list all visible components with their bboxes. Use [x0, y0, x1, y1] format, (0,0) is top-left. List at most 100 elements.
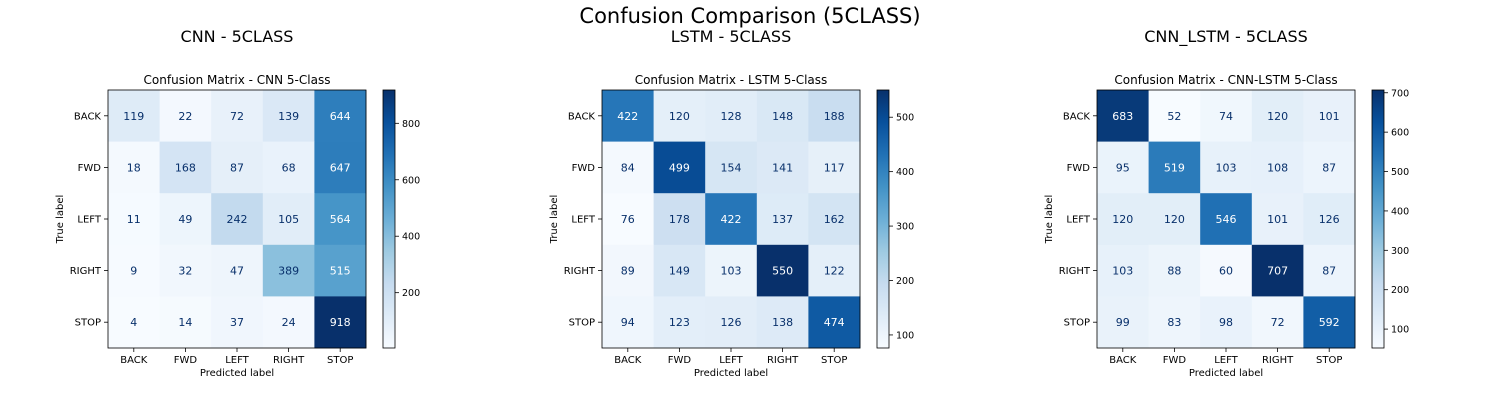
cell-value: 99: [1116, 316, 1130, 329]
colorbar-tick-label: 400: [896, 167, 914, 178]
heatmap-cell: [314, 193, 367, 246]
cell-value: 103: [1112, 265, 1133, 278]
heatmap-cell: [262, 90, 315, 142]
cell-value: 499: [669, 161, 690, 174]
heatmap-cell: [808, 141, 861, 194]
cell-value: 95: [1116, 161, 1130, 174]
heatmap-cell: [1200, 193, 1253, 246]
cell-value: 103: [1216, 161, 1237, 174]
y-tick-label: STOP: [75, 318, 101, 329]
heatmap-cell: [1303, 244, 1356, 297]
x-axis-label: Predicted label: [694, 368, 768, 379]
heatmap-cell: [602, 244, 654, 297]
cell-value: 72: [230, 110, 244, 123]
y-tick-label: BACK: [1063, 111, 1091, 122]
matrix-title: Confusion Matrix - CNN 5-Class: [144, 73, 331, 87]
cell-value: 94: [621, 316, 635, 329]
heatmap-cell: [1251, 296, 1304, 349]
cell-value: 422: [617, 110, 638, 123]
cell-value: 123: [669, 316, 690, 329]
colorbar-tick-label: 700: [1391, 88, 1409, 99]
heatmap-cell: [314, 90, 367, 142]
heatmap-cell: [1303, 193, 1356, 246]
x-axis-label: Predicted label: [1189, 368, 1263, 379]
cell-value: 162: [824, 213, 845, 226]
colorbar-tick-label: 200: [896, 276, 914, 287]
y-tick-label: STOP: [1064, 318, 1090, 329]
y-axis-label: True label: [549, 195, 560, 245]
cell-value: 4: [130, 316, 137, 329]
cell-value: 87: [1322, 161, 1336, 174]
cell-value: 83: [1167, 316, 1181, 329]
cell-value: 122: [824, 265, 845, 278]
cell-value: 515: [330, 265, 351, 278]
cell-value: 101: [1267, 213, 1288, 226]
y-tick-label: RIGHT: [70, 266, 102, 277]
cell-value: 546: [1216, 213, 1237, 226]
cell-value: 168: [175, 161, 196, 174]
colorbar-tick-label: 600: [1391, 128, 1409, 139]
cell-value: 24: [282, 316, 296, 329]
heatmap-cell: [211, 193, 264, 246]
x-tick-label: STOP: [1316, 355, 1342, 366]
cell-value: 9: [130, 265, 137, 278]
heatmap-cell: [1303, 90, 1356, 142]
y-tick-label: LEFT: [571, 215, 595, 226]
cell-value: 474: [824, 316, 845, 329]
matrix-title: Confusion Matrix - LSTM 5-Class: [635, 73, 828, 87]
panel-title: CNN_LSTM - 5CLASS: [1144, 27, 1308, 47]
heatmap-cell: [1148, 244, 1201, 297]
heatmap-cell: [1148, 141, 1201, 194]
heatmap-cell: [1097, 141, 1149, 194]
heatmap-cell: [756, 141, 809, 194]
x-tick-label: RIGHT: [1262, 355, 1294, 366]
figure-title: Confusion Comparison (5CLASS): [579, 4, 921, 28]
x-tick-label: FWD: [668, 355, 692, 366]
heatmap-cell: [1148, 193, 1201, 246]
heatmap-cell: [1200, 244, 1253, 297]
cell-value: 117: [824, 161, 845, 174]
cell-value: 120: [669, 110, 690, 123]
heatmap-cell: [653, 244, 706, 297]
heatmap-cell: [314, 244, 367, 297]
cell-value: 148: [772, 110, 793, 123]
cell-value: 52: [1167, 110, 1181, 123]
heatmap-cell: [1097, 90, 1149, 142]
cell-value: 89: [621, 265, 635, 278]
heatmap-cell: [653, 296, 706, 349]
y-tick-label: RIGHT: [1059, 266, 1091, 277]
heatmap-cell: [108, 296, 160, 349]
y-tick-label: BACK: [568, 111, 596, 122]
colorbar-tick-label: 100: [896, 330, 914, 341]
panel-title: CNN - 5CLASS: [181, 27, 294, 46]
cell-value: 137: [772, 213, 793, 226]
heatmap-cell: [159, 193, 212, 246]
heatmap-cell: [1251, 90, 1304, 142]
cell-value: 88: [1167, 265, 1181, 278]
x-axis-label: Predicted label: [200, 368, 274, 379]
cell-value: 564: [330, 213, 351, 226]
y-tick-label: BACK: [74, 111, 102, 122]
y-tick-label: FWD: [78, 163, 102, 174]
cell-value: 108: [1267, 161, 1288, 174]
matrix-title: Confusion Matrix - CNN-LSTM 5-Class: [1114, 73, 1337, 87]
cell-value: 138: [772, 316, 793, 329]
heatmap-cell: [1097, 193, 1149, 246]
cell-value: 647: [330, 161, 351, 174]
y-tick-label: RIGHT: [564, 266, 596, 277]
heatmap-cell: [756, 193, 809, 246]
cell-value: 37: [230, 316, 244, 329]
heatmap-cell: [1303, 141, 1356, 194]
cell-value: 68: [282, 161, 296, 174]
colorbar-tick-label: 400: [402, 232, 420, 243]
heatmap-cell: [262, 296, 315, 349]
heatmap-cell: [211, 90, 264, 142]
cell-value: 32: [178, 265, 192, 278]
cell-value: 74: [1219, 110, 1233, 123]
colorbar-tick-label: 300: [1391, 246, 1409, 257]
heatmap-cell: [211, 296, 264, 349]
heatmap-cell: [159, 296, 212, 349]
heatmap-cell: [808, 296, 861, 349]
cell-value: 47: [230, 265, 244, 278]
